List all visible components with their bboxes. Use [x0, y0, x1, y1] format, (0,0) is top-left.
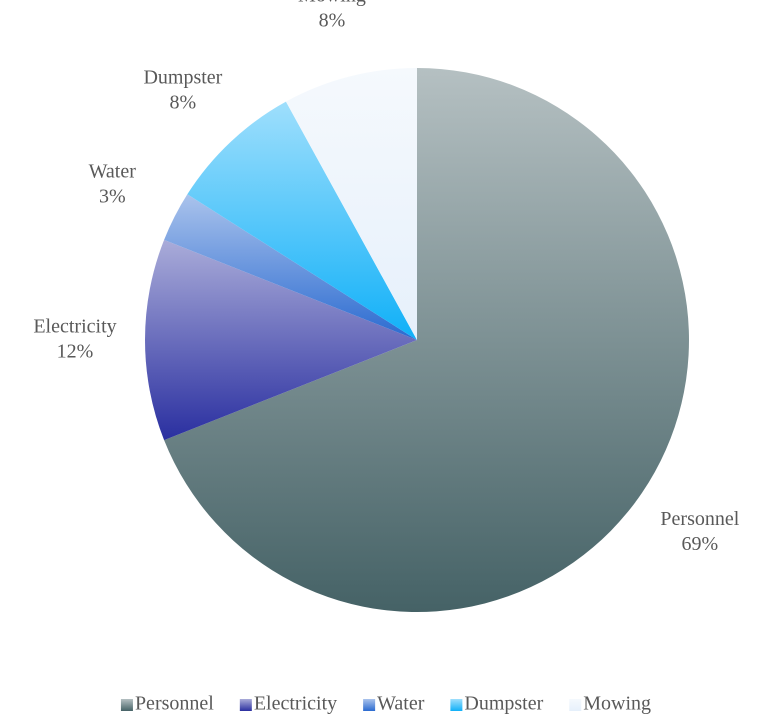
legend-swatch: [569, 699, 582, 711]
legend-label: Mowing: [583, 693, 651, 715]
data-labels: Personnel 69% Electricity 12% Water 3% Dumpste…: [33, 0, 739, 555]
slice-value-label: 3%: [99, 185, 126, 207]
legend-label: Personnel: [135, 693, 214, 715]
legend-label: Electricity: [254, 693, 337, 715]
legend-swatch: [450, 699, 463, 711]
pie-slice: [187, 101, 417, 340]
slice-label: Personnel: [660, 508, 739, 530]
pie: [144, 68, 689, 612]
pie-slice: [285, 68, 417, 340]
legend-swatch: [120, 699, 133, 711]
legend: Personnel Electricity Water Dumpster Mowing: [120, 693, 651, 715]
slice-value-label: 12%: [57, 341, 94, 363]
pie-slice: [164, 194, 417, 340]
slice-label: Mowing: [298, 0, 366, 6]
slice-label: Water: [89, 160, 137, 182]
legend-label: Water: [377, 693, 425, 715]
slice-value-label: 69%: [682, 533, 719, 555]
legend-label: Dumpster: [464, 693, 543, 715]
slice-value-label: 8%: [319, 9, 346, 31]
legend-swatch: [363, 699, 376, 711]
slice-label: Dumpster: [143, 66, 222, 88]
slice-value-label: 8%: [170, 91, 197, 113]
pie-slice: [144, 239, 417, 441]
legend-swatch: [239, 699, 252, 711]
slice-label: Electricity: [33, 316, 116, 338]
pie-slice: [164, 68, 689, 612]
